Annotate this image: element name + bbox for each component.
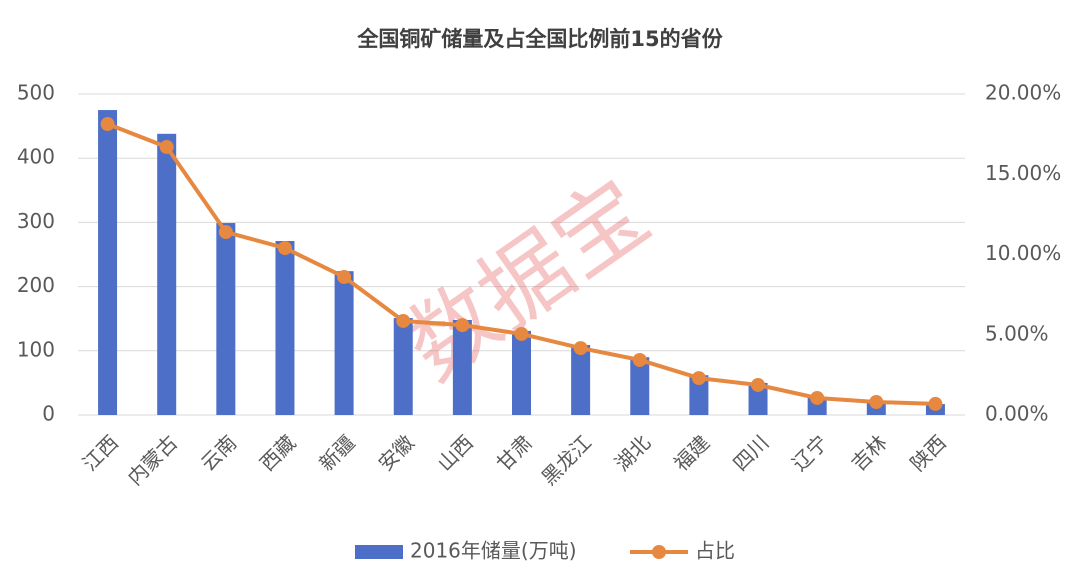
x-tick-label: 西藏: [255, 430, 300, 475]
line-point: [455, 318, 470, 333]
x-tick-label: 江西: [78, 430, 123, 475]
x-tick-label: 黑龙江: [537, 430, 596, 489]
x-tick-label: 福建: [669, 430, 714, 475]
x-tick-label: 甘肃: [492, 430, 537, 475]
bar: [334, 271, 354, 415]
x-tick-label: 山西: [433, 430, 478, 475]
line-point: [514, 326, 529, 341]
line-point: [396, 313, 411, 328]
y-tick-label: 100: [17, 337, 55, 361]
y-tick-label: 200: [17, 273, 55, 297]
y2-tick-label: 5.00%: [985, 321, 1049, 345]
bar: [512, 330, 531, 415]
bar: [571, 345, 591, 415]
bar: [452, 319, 472, 415]
x-tick-label: 吉林: [846, 430, 891, 475]
line-point: [218, 225, 233, 240]
y-tick-label: 500: [17, 81, 55, 105]
bar: [689, 375, 709, 415]
line-point: [632, 352, 647, 367]
line-point: [100, 117, 115, 132]
line-point: [751, 377, 766, 392]
bar: [630, 357, 650, 415]
y2-tick-label: 20.00%: [985, 81, 1061, 105]
line-point: [277, 241, 292, 256]
x-tick-label: 安徽: [373, 430, 418, 475]
x-tick-label: 辽宁: [787, 430, 832, 475]
line-point: [159, 139, 174, 154]
bar: [216, 223, 236, 415]
x-tick-label: 云南: [196, 430, 241, 475]
y2-tick-label: 0.00%: [985, 402, 1049, 426]
x-tick-label: 内蒙古: [123, 430, 182, 489]
x-tick-label: 新疆: [314, 430, 359, 475]
legend-swatch: [355, 545, 403, 559]
legend-swatch-point: [652, 545, 666, 559]
bar: [157, 133, 177, 415]
legend-label: 2016年储量(万吨): [410, 539, 577, 563]
y2-tick-label: 10.00%: [985, 241, 1061, 265]
x-tick-label: 陕西: [906, 430, 951, 475]
line-point: [337, 269, 352, 284]
x-tick-label: 四川: [728, 430, 773, 475]
bar: [275, 241, 295, 415]
y-tick-label: 400: [17, 145, 55, 169]
line-point: [691, 371, 706, 386]
line-point: [573, 341, 588, 356]
x-tick-label: 湖北: [610, 430, 655, 475]
line-point: [869, 394, 884, 409]
chart-title: 全国铜矿储量及占全国比例前15的省份: [356, 27, 723, 51]
bar: [748, 382, 768, 415]
line-point: [810, 390, 825, 405]
bar: [393, 318, 413, 415]
line-point: [928, 396, 943, 411]
y2-tick-label: 15.00%: [985, 161, 1061, 185]
y-tick-label: 300: [17, 209, 55, 233]
bar: [98, 110, 118, 416]
legend-label: 占比: [695, 539, 735, 563]
y-tick-label: 0: [42, 402, 55, 426]
